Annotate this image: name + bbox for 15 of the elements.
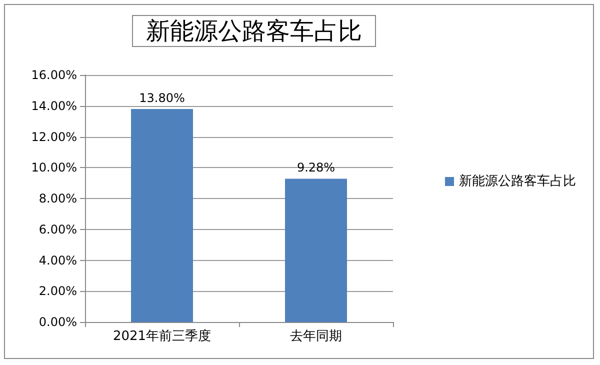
y-tick-label: 2.00%	[38, 284, 77, 298]
chart-title: 新能源公路客车占比	[146, 17, 362, 45]
y-tick-label: 0.00%	[38, 315, 77, 329]
x-tick-label: 2021年前三季度	[112, 328, 212, 344]
y-tick-label: 16.00%	[31, 68, 77, 82]
y-tick-label: 4.00%	[38, 253, 77, 268]
y-tick-label: 8.00%	[38, 192, 77, 206]
y-tick-label: 6.00%	[38, 222, 77, 236]
data-label: 13.80%	[139, 90, 185, 105]
legend-label: 新能源公路客车占比	[459, 173, 576, 189]
y-tick-label: 14.00%	[31, 98, 77, 113]
y-tick-label: 10.00%	[31, 160, 77, 175]
y-tick-label: 12.00%	[31, 130, 77, 144]
data-label: 9.28%	[296, 160, 336, 175]
x-tick-label: 去年同期	[290, 329, 342, 344]
